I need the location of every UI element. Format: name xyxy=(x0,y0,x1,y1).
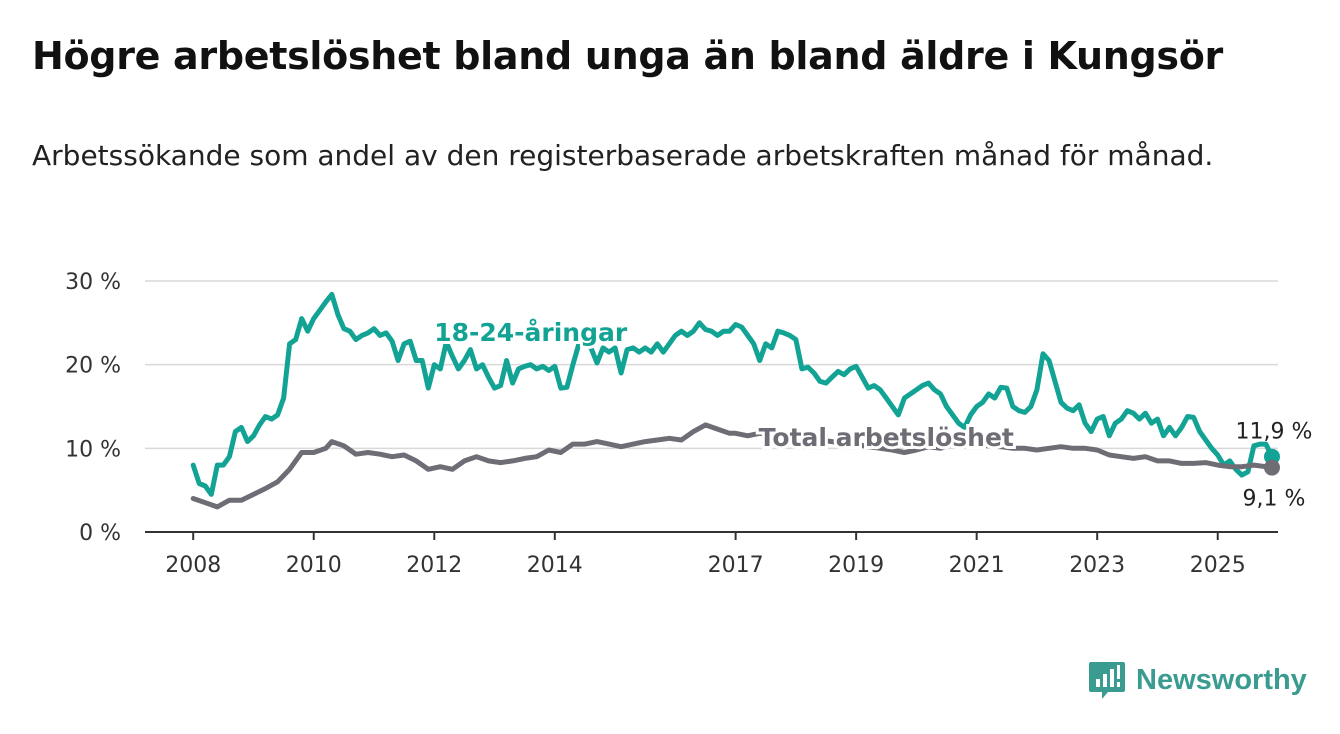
x-tick-label: 2025 xyxy=(1190,553,1246,578)
x-tick-label: 2017 xyxy=(708,553,764,578)
end-marker-total xyxy=(1263,459,1280,476)
x-tick-label: 2021 xyxy=(949,553,1005,578)
x-tick-label: 2023 xyxy=(1069,553,1125,578)
series-line-total xyxy=(190,422,1275,510)
series-label-youth: 18-24-åringar xyxy=(434,318,628,347)
x-tick-label: 2010 xyxy=(286,553,342,578)
series-label-total: Total arbetslöshet xyxy=(759,423,1014,452)
chart-subtitle: Arbetssökande som andel av den registerb… xyxy=(32,139,1214,172)
y-tick-label: 10 % xyxy=(65,437,121,462)
chart-title: Högre arbetslöshet bland unga än bland ä… xyxy=(32,34,1223,78)
end-label-youth: 11,9 % xyxy=(1236,420,1313,445)
x-tick-label: 2012 xyxy=(406,553,462,578)
x-tick-label: 2008 xyxy=(165,553,221,578)
brand-name: Newsworthy xyxy=(1136,663,1307,696)
x-tick-label: 2019 xyxy=(828,553,884,578)
x-tick-label: 2014 xyxy=(527,553,583,578)
y-tick-label: 30 % xyxy=(65,270,121,295)
newsworthy-logo: Newsworthy xyxy=(1088,660,1307,700)
bar-chart-logo-icon xyxy=(1089,662,1125,699)
series-line-youth xyxy=(190,291,1275,497)
end-label-total: 9,1 % xyxy=(1243,487,1306,512)
y-tick-label: 20 % xyxy=(65,354,121,379)
y-tick-label: 0 % xyxy=(79,521,121,546)
